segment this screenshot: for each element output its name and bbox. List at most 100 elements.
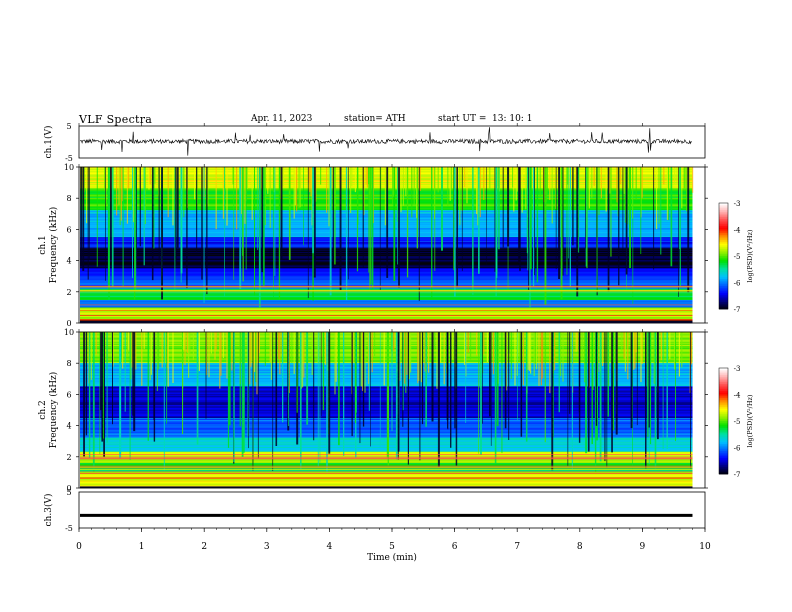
- ch2-spectrogram-colorbar-cell: [719, 410, 728, 413]
- ch2-spectrogram-sferic: [248, 332, 249, 449]
- ch1-spectrogram-colorbar-tick: -6: [734, 280, 741, 288]
- ch1-spectrogram-colorbar-tick: -3: [734, 200, 741, 208]
- ch1-spectrogram-band-row: [80, 202, 693, 204]
- ch1-spectrogram-band-row: [80, 296, 693, 299]
- ch2-spectrogram-colorbar-tick: -7: [734, 471, 741, 479]
- start-ut-label: start UT =: [438, 114, 487, 124]
- ch2-spectrogram-sferic: [397, 332, 400, 452]
- ch1-spectrogram-band-row: [80, 188, 693, 190]
- ch2-spectrogram-texture: [111, 332, 113, 353]
- ch1-spectrogram-sferic: [572, 167, 574, 246]
- ch2-spectrogram-sferic: [370, 332, 371, 447]
- ch2-spectrogram-sferic: [379, 332, 381, 447]
- ch1-spectrogram-sferic: [239, 167, 242, 289]
- ch1-spectrogram-band-row: [80, 223, 693, 226]
- ch2-spectrogram-band-row: [80, 332, 693, 334]
- ch1-spectrogram-band-row: [80, 231, 693, 233]
- ch1-spectrogram-texture: [365, 167, 367, 185]
- ch2-spectrogram-sferic: [362, 332, 365, 427]
- ch2-spectrogram-sferic: [351, 332, 353, 437]
- ch1-spectrogram-texture: [588, 167, 590, 209]
- ch2-spectrogram-colorbar-cell: [719, 401, 728, 404]
- ch1-spectrogram-band-row: [80, 262, 693, 264]
- ch2-spectrogram-texture: [90, 332, 92, 380]
- ch1-spectrogram-band-row: [80, 239, 693, 241]
- ch1-spectrogram-band-row: [80, 230, 693, 232]
- ch1-spectrogram-band-row: [80, 212, 693, 214]
- ch1-spectrogram-sferic: [632, 167, 634, 304]
- ch1-spectrogram-sferic: [622, 167, 624, 255]
- ch1-spectrogram-texture: [119, 167, 121, 226]
- ch2-spectrogram-band-row: [80, 376, 693, 378]
- ch2-spectrogram-band-row: [80, 396, 693, 398]
- ch1-spectrogram-texture: [351, 167, 353, 187]
- ch1-spectrogram-sferic: [348, 167, 349, 280]
- ch2-spectrogram-colorbar-cell: [719, 428, 728, 431]
- ch1-spectrogram-sferic: [532, 167, 535, 287]
- ch1-spectrogram-sferic: [362, 167, 364, 268]
- ch2-spectrogram-sferic: [648, 332, 650, 428]
- ch1-spectrogram-texture: [148, 167, 150, 190]
- ch1-spectrogram-colorbar-cell: [719, 231, 728, 234]
- ch1-spectrogram-colorbar-cell: [719, 289, 728, 292]
- ch1-spectrogram-tone: [80, 290, 693, 291]
- ch2-spectrogram-colorbar-cell: [719, 385, 728, 388]
- ch1-spectrogram-sferic: [332, 167, 334, 268]
- ch2-spectrogram-heatmap: [80, 331, 693, 489]
- ch2-spectrogram-band-row: [80, 447, 693, 449]
- ch1-spectrogram-colorbar-cell: [719, 218, 728, 222]
- ch1-spectrogram-band-row: [80, 235, 693, 238]
- ch1-spectrogram-texture: [392, 167, 394, 204]
- ch1-spectrogram-band-row: [80, 245, 693, 247]
- ch2-spectrogram-colorbar-tick: -6: [734, 445, 741, 453]
- ch2-spectrogram-band-row: [80, 443, 693, 445]
- ch1-spectrogram-colorbar-cell: [719, 208, 728, 211]
- ch2-spectrogram-sferic: [662, 332, 664, 450]
- ch2-spectrogram-colorbar-cell: [719, 417, 728, 420]
- ch2-spectrogram-sferic: [395, 332, 398, 460]
- ch2-spectrogram-texture: [434, 332, 436, 350]
- ch2-spectrogram-band-row: [80, 385, 693, 387]
- ch2-spectrogram-tone: [80, 467, 693, 469]
- ch1-spectrogram-band-row: [80, 178, 693, 181]
- ch1-spectrogram-sferic: [434, 167, 436, 271]
- ch1-spectrogram-texture: [149, 167, 151, 185]
- ch2-spectrogram-sferic: [368, 332, 370, 411]
- ch1-spectrogram-texture: [264, 167, 266, 226]
- ch1-spectrogram-sferic: [670, 167, 673, 267]
- ch1-spectrogram-tone: [80, 315, 693, 316]
- ch2-spectrogram-colorbar-cell: [719, 470, 728, 473]
- ch1-spectrogram-sferic: [596, 167, 598, 293]
- ch2-spectrogram-band-row: [80, 434, 693, 436]
- ch1-spectrogram-sferic: [534, 167, 535, 276]
- ch1-spectrogram-texture: [269, 167, 271, 228]
- ch1-spectrogram-texture: [315, 167, 317, 202]
- ch2-spectrogram-band-row: [80, 378, 693, 380]
- ch2-spectrogram-texture: [291, 332, 293, 363]
- ch1-spectrogram-texture: [432, 167, 434, 188]
- ch2-spectrogram-colorbar-cell: [719, 465, 728, 468]
- ch2-spectrogram-band-row: [80, 451, 693, 453]
- ch2-spectrogram-tone: [80, 458, 693, 460]
- ch2-spectrogram-band-row: [80, 337, 693, 339]
- ch2-spectrogram-colorbar-cell: [719, 368, 728, 371]
- ch2-spectrogram-sferic: [431, 332, 434, 422]
- ch1-spectrogram-sferic: [176, 167, 179, 248]
- ch2-spectrogram-sferic: [675, 332, 676, 442]
- ch1-spectrogram-texture: [402, 167, 404, 206]
- ch1-spectrogram-ytick-label: 2: [66, 288, 71, 297]
- ch2-spectrogram-sferic: [319, 332, 321, 463]
- ch1-spectrogram-sferic: [502, 167, 504, 248]
- ch1-spectrogram-band-row: [80, 248, 693, 250]
- ch2-spectrogram-texture: [220, 332, 222, 376]
- ch2-spectrogram-texture: [542, 332, 544, 379]
- ch2-spectrogram-sferic: [239, 332, 241, 427]
- ch2-spectrogram-texture: [167, 332, 169, 387]
- ch1-spectrogram-texture: [222, 167, 224, 219]
- ch2-spectrogram-sferic: [402, 332, 404, 411]
- ch2-spectrogram-sferic: [166, 332, 168, 424]
- ch2-spectrogram-sferic: [275, 332, 278, 446]
- ch1-spectrogram-band-row: [80, 267, 693, 270]
- ch2-spectrogram-band-row: [80, 333, 693, 335]
- ch2-spectrogram-texture: [368, 332, 370, 384]
